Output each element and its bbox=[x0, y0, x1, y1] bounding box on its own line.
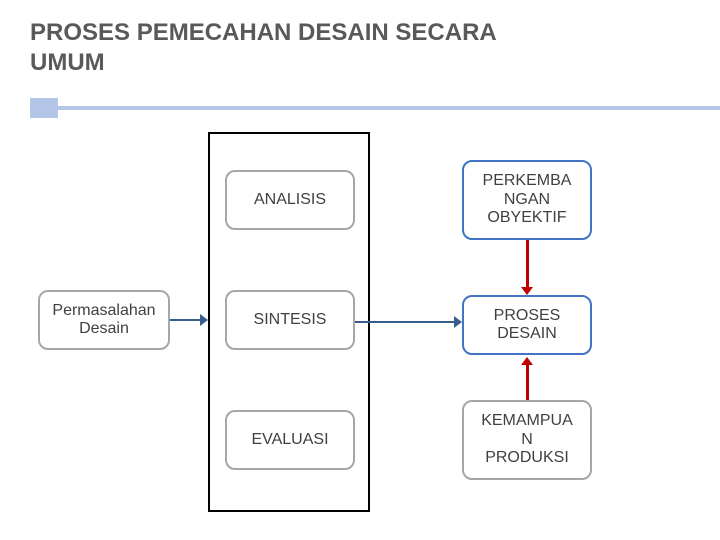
node-analisis: ANALISIS bbox=[225, 170, 355, 230]
node-label: KEMAMPUA N PRODUKSI bbox=[481, 412, 573, 467]
node-evaluasi: EVALUASI bbox=[225, 410, 355, 470]
node-perkembangan: PERKEMBA NGAN OBYEKTIF bbox=[462, 160, 592, 240]
node-sintesis: SINTESIS bbox=[225, 290, 355, 350]
node-label: EVALUASI bbox=[251, 431, 328, 449]
node-proses: PROSES DESAIN bbox=[462, 295, 592, 355]
accent-block bbox=[30, 98, 58, 118]
node-kemampuan: KEMAMPUA N PRODUKSI bbox=[462, 400, 592, 480]
node-label: PERKEMBA NGAN OBYEKTIF bbox=[483, 172, 572, 227]
page-title: PROSES PEMECAHAN DESAIN SECARA UMUM bbox=[30, 18, 497, 78]
node-label: ANALISIS bbox=[254, 191, 326, 209]
node-label: PROSES DESAIN bbox=[494, 307, 561, 344]
node-permasalahan: Permasalahan Desain bbox=[38, 290, 170, 350]
accent-line bbox=[58, 106, 720, 110]
node-label: Permasalahan Desain bbox=[52, 302, 155, 339]
node-label: SINTESIS bbox=[254, 311, 327, 329]
